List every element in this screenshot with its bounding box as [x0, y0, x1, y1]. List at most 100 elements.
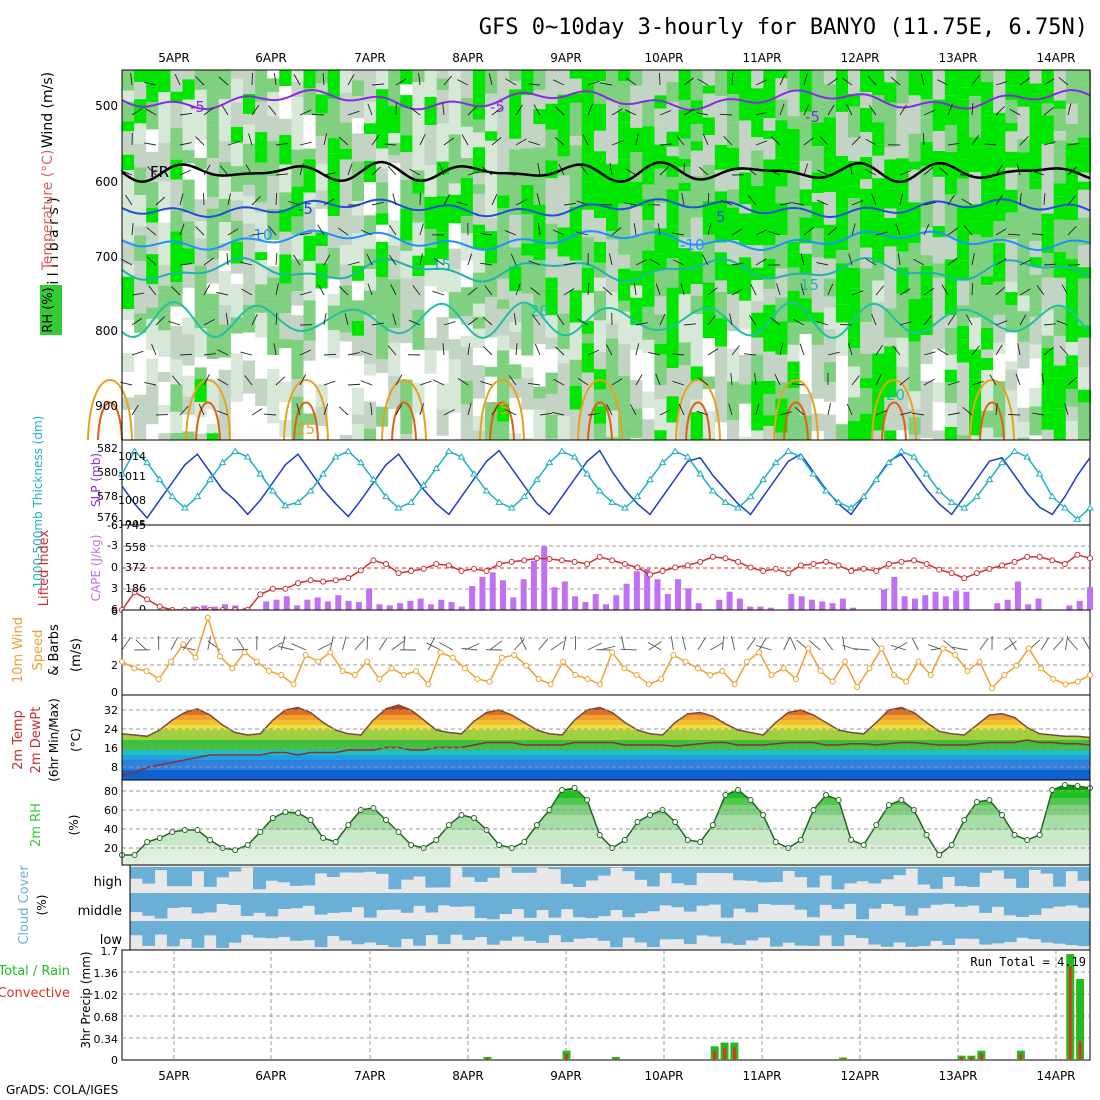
lifted-index-series-point	[269, 585, 276, 592]
thickness-series	[121, 450, 1091, 521]
wind-speed-series-point	[1062, 681, 1069, 688]
wind-speed-series-point	[633, 672, 640, 678]
precip-conv-bar	[841, 1058, 845, 1060]
cape-bar	[1087, 587, 1093, 610]
cape-bar	[458, 606, 465, 610]
lifted-index-series-point	[395, 570, 402, 577]
wind-speed-series-point	[1037, 665, 1044, 672]
cape-bar	[263, 601, 270, 610]
cape-label: CAPE (J/kg)	[89, 535, 103, 602]
cape-bar	[345, 600, 352, 610]
thickness-series-point	[759, 475, 768, 483]
rh-series-point	[684, 837, 691, 843]
upper-yunit: ( m i l l i b a r s )	[46, 197, 62, 312]
wind-speed-series-point	[290, 681, 297, 688]
dewpt-series	[121, 739, 1091, 776]
thickness-series-point	[118, 470, 126, 477]
lifted-index-series-point	[1087, 555, 1093, 562]
thickness-series-point	[294, 498, 302, 505]
contour-label: 20	[530, 302, 549, 320]
temp-tick: 16	[104, 742, 118, 755]
thickness-series-point	[1035, 470, 1044, 477]
temp-label-a: 2m Temp	[11, 710, 26, 770]
cape-bar	[633, 571, 640, 610]
wind-speed-series-point	[400, 672, 407, 678]
cape-bar	[891, 576, 898, 610]
wind-speed-series-point	[155, 676, 162, 682]
upper-label-temp: Temperature (°C)	[40, 150, 56, 272]
wind-speed-series-point	[180, 641, 187, 648]
cape-bar	[829, 603, 836, 610]
rh-series-point	[320, 835, 327, 841]
lifted-index-series-point	[1074, 551, 1081, 558]
contour-25	[381, 379, 427, 441]
wind-speed-series-point	[1050, 676, 1057, 682]
cape-bar	[644, 568, 651, 610]
lifted-index-series-point	[747, 564, 754, 571]
thickness-series-point	[985, 475, 994, 483]
cape-bar	[417, 598, 424, 610]
lifted-index-series-point	[257, 591, 264, 598]
lifted-index-series-point	[1061, 560, 1068, 567]
contour-20	[121, 300, 1091, 339]
cape-bar	[438, 599, 445, 610]
cape-bar	[881, 589, 888, 610]
rh-series-point	[722, 792, 729, 798]
x-label-top: 5APR	[158, 51, 189, 65]
cape-bar	[603, 604, 609, 610]
thickness-series-point	[1086, 504, 1094, 511]
rh-series-point	[961, 817, 968, 823]
cloud-level-label: middle	[78, 904, 122, 919]
lifted-index-series-point	[332, 577, 339, 584]
wind-speed-series-point	[829, 678, 836, 685]
thickness-series-point	[319, 470, 328, 477]
lifted-index-series-point	[722, 555, 729, 562]
cape-bar	[201, 605, 208, 610]
rh-tick: 40	[104, 823, 118, 836]
lifted-index-series-point	[282, 585, 289, 592]
rh-series-point	[848, 837, 855, 843]
cape-bar	[304, 599, 311, 610]
rh-series-point	[496, 842, 503, 848]
rh-series-point	[521, 839, 528, 845]
lifted-index-series-point	[709, 553, 716, 560]
thickness-series-point	[231, 447, 240, 454]
cape-bar	[664, 594, 671, 610]
contour-minus5	[121, 89, 1091, 111]
cape-bar	[798, 596, 805, 610]
rh-series-point	[169, 829, 176, 835]
lifted-index-series-point	[131, 589, 138, 596]
rh-legend-box	[40, 285, 62, 335]
thickness-series-point	[193, 492, 202, 500]
contour-15	[121, 256, 1091, 283]
slp-tick: 1014	[118, 450, 146, 463]
x-label-top: 13APR	[938, 51, 977, 65]
precip-tick: 1.36	[94, 967, 119, 980]
rh-series-point	[445, 822, 452, 828]
rh-series-point	[181, 827, 188, 833]
lifted-index-series-point	[885, 560, 892, 567]
cape-bar	[489, 572, 496, 610]
wind-speed-series-point	[915, 658, 922, 665]
cape-bar	[191, 606, 198, 610]
wind-speed-series-point	[302, 652, 309, 658]
rh-series-point	[986, 797, 993, 803]
rh-series-point	[1074, 783, 1081, 789]
wind-speed-series-point	[449, 654, 456, 661]
cape-bar	[1025, 604, 1032, 610]
wind-speed-series-point	[511, 652, 518, 658]
cape-tick: 372	[125, 561, 146, 574]
contour-30	[783, 401, 809, 441]
wind-speed-series-point	[645, 681, 652, 688]
cape-bar	[582, 602, 589, 610]
rh-series-point	[559, 787, 565, 793]
lifted-index-series-point	[571, 558, 578, 565]
wind-speed-series-point	[462, 665, 469, 672]
lifted-index-series-point	[961, 575, 968, 582]
rh-unit: (%)	[67, 815, 81, 836]
wind-speed-series-point	[903, 678, 910, 685]
cape-bar	[685, 588, 692, 610]
contour-label: 25	[490, 400, 509, 418]
lifted-index-series-point	[609, 557, 616, 564]
rh-series-point	[395, 829, 402, 835]
